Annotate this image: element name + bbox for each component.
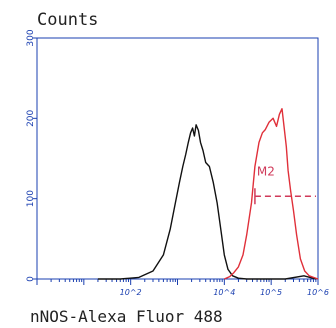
y-tick-label: 100 [26,190,36,207]
x-tick-label: 10^4 [213,288,235,297]
y-tick-label: 0 [26,276,36,282]
histogram-series-line [224,108,319,280]
y-axis-title: Counts [37,10,98,30]
x-tick-label: 10^5 [260,288,282,297]
gate-label: M2 [257,164,275,178]
plot-frame [36,37,319,280]
y-tick-label: 200 [26,109,36,126]
x-tick-label: 10^2 [120,288,142,297]
x-axis-title: nNOS-Alexa Fluor 488 [30,307,223,326]
y-tick-label: 300 [26,29,36,46]
histogram-series-line [97,124,317,280]
x-tick-label: 10^6 [307,288,329,297]
